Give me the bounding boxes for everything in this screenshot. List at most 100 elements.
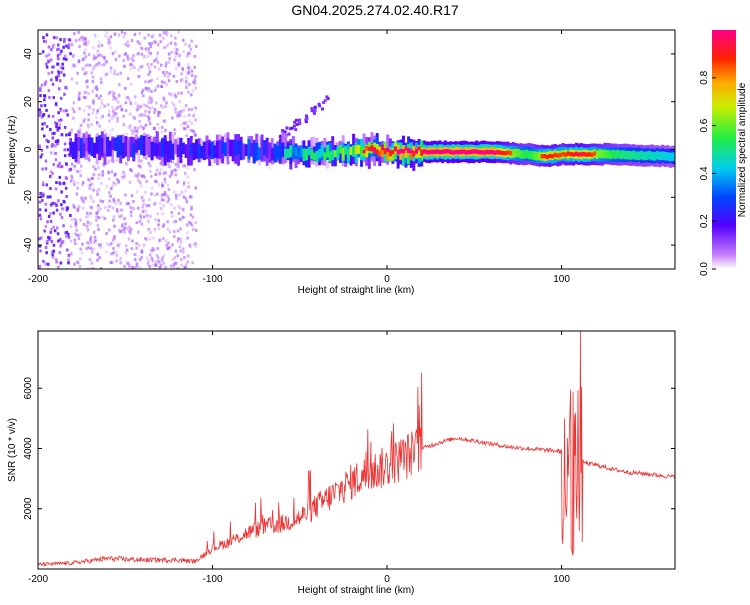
spectrogram-cell: [159, 167, 163, 171]
spectrogram-cell: [459, 149, 463, 154]
spectrogram-cell: [561, 152, 565, 157]
spectrogram-cell: [164, 265, 167, 269]
spectrogram-cell: [61, 62, 64, 66]
spectrogram-cell: [365, 145, 369, 151]
spectrogram-cell: [86, 42, 89, 46]
spectrogram-cell: [100, 81, 103, 84]
spectrogram-cell: [179, 110, 183, 113]
spectrogram-cell: [260, 138, 264, 160]
spectrogram-cell: [169, 165, 172, 169]
spectrogram-cell: [299, 145, 303, 158]
spectrogram-cell: [545, 154, 549, 160]
spectrogram-cell: [120, 30, 124, 34]
spectrogram-cell: [130, 128, 133, 132]
spectrogram-cell: [101, 114, 105, 118]
spectrogram-cell: [43, 98, 46, 102]
spectrogram-cell: [553, 152, 557, 157]
spectrogram-cell: [121, 222, 125, 226]
spectrogram-cell: [63, 200, 66, 204]
spectrogram-cell: [399, 149, 403, 154]
spectrogram-cell: [165, 44, 168, 48]
spectrogram-cell: [159, 263, 163, 267]
spectrogram-cell: [92, 101, 95, 105]
spectrogram-cell: [144, 123, 148, 127]
spectrogram-cell: [156, 122, 159, 126]
spectrogram-cell: [39, 87, 42, 91]
spectrogram-cell: [129, 206, 132, 209]
spectrogram-cell: [118, 230, 122, 233]
spectrogram-cell: [538, 151, 541, 161]
spectrogram-cell: [63, 125, 67, 129]
colorbar-gradient: [712, 30, 736, 269]
spectrogram-cell: [608, 150, 612, 160]
spectrogram-cell: [339, 146, 342, 163]
snr-ylabel: SNR (10 * v/v): [7, 418, 18, 482]
spectrogram-cell: [302, 148, 306, 162]
spectrogram-cell: [57, 239, 60, 243]
spectrogram-cell: [161, 212, 164, 216]
spectrogram-cell: [67, 253, 71, 257]
spectrogram-cell: [173, 190, 176, 194]
spectrogram-cell: [318, 149, 322, 159]
spectrogram-cell: [111, 105, 114, 109]
spectrogram-cell: [172, 160, 175, 164]
spectrogram-cell: [168, 230, 172, 234]
spectrogram-cell: [174, 249, 178, 253]
spectrogram-cell: [131, 239, 134, 243]
spectrogram-cell: [50, 143, 54, 146]
spectrogram-cell: [87, 158, 91, 162]
spectrogram-cell: [92, 200, 95, 204]
spectrogram-cell: [49, 174, 52, 178]
spectrogram-cell: [134, 101, 137, 105]
spectrogram-cell: [124, 109, 128, 113]
spectrogram-cell: [95, 121, 99, 124]
spectrogram-cell: [81, 68, 85, 72]
spectrogram-cell: [190, 93, 193, 97]
spectrogram-cell: [140, 222, 144, 226]
spectrogram-cell: [305, 148, 308, 161]
spectrogram-cell: [39, 89, 42, 92]
spectrogram-cell: [174, 55, 177, 59]
spectrogram-cell: [131, 115, 135, 119]
spectrogram-cell: [90, 261, 94, 265]
spectrogram-cell: [154, 201, 157, 205]
spectrogram-cell: [78, 131, 81, 135]
spectrogram-cell: [47, 114, 51, 118]
spectrogram-cell: [162, 237, 165, 241]
spectrogram-cell: [99, 267, 103, 269]
spectrogram-cell: [655, 151, 659, 160]
spectrogram-cell: [183, 171, 187, 175]
spectrogram-cell: [103, 216, 107, 220]
spectrogram-cell: [139, 258, 142, 261]
spectrogram-cell: [352, 146, 356, 156]
spectrogram-cell: [63, 54, 67, 58]
spectrogram-cell: [627, 150, 630, 160]
spectrogram-cell: [127, 237, 131, 241]
spectrogram-cell: [88, 106, 91, 110]
spectrogram-cell: [93, 235, 97, 239]
spectrogram-cell: [107, 171, 111, 175]
spectrogram-cell: [113, 236, 116, 240]
spectrogram-cell: [181, 67, 184, 70]
spectrogram-cell: [147, 100, 150, 104]
spectrogram-cell: [409, 149, 413, 154]
spectrogram-cell: [76, 186, 79, 190]
spectrogram-cell: [54, 140, 58, 144]
spectrogram-cell: [107, 38, 111, 42]
spectrogram-cell: [150, 186, 154, 190]
spectrogram-cell: [134, 253, 138, 257]
spectrogram-cell: [143, 175, 146, 179]
spectrogram-cell: [135, 246, 138, 250]
spectrogram-cell: [57, 47, 60, 51]
spectrogram-cell: [184, 80, 188, 84]
spectrogram-cell: [558, 152, 562, 158]
spectrogram-cell: [85, 91, 88, 95]
spectrogram-cell: [120, 108, 124, 112]
spectrogram-cell: [52, 249, 56, 253]
spectrogram-cell: [58, 126, 61, 130]
spectrogram-cell: [164, 64, 168, 68]
spectrogram-cell: [122, 114, 125, 118]
spectrogram-cell: [159, 140, 162, 144]
spectrogram-ytick-label: 20: [23, 96, 34, 108]
spectrogram-cell: [50, 144, 54, 148]
